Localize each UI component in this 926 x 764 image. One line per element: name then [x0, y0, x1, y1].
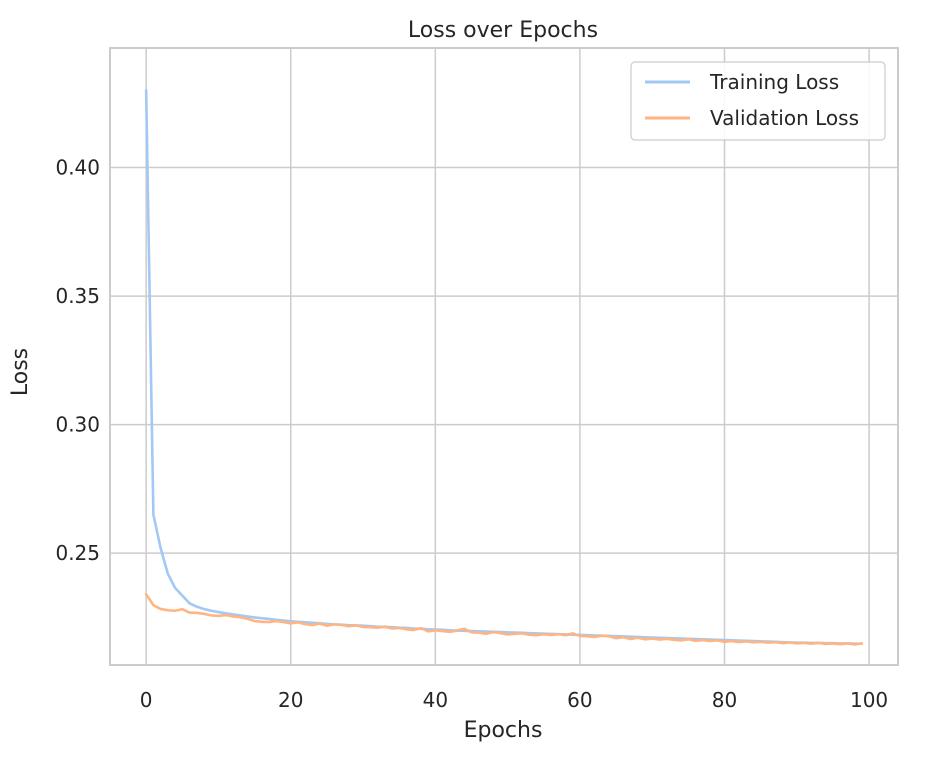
tick-labels: 0 20 40 60 80 100 0.25 0.30 0.35 0.40	[55, 156, 888, 712]
y-tick-label: 0.25	[55, 541, 100, 565]
legend-label-training: Training Loss	[709, 70, 839, 94]
chart-title: Loss over Epochs	[408, 18, 598, 43]
x-tick-label: 0	[140, 688, 153, 712]
y-tick-label: 0.40	[55, 156, 100, 180]
plot-area	[110, 48, 898, 665]
legend-box	[630, 61, 886, 141]
legend: Training Loss Validation Loss	[630, 61, 886, 141]
series-lines	[144, 89, 864, 646]
x-tick-label: 100	[850, 688, 888, 712]
x-axis-label: Epochs	[464, 718, 543, 743]
y-tick-label: 0.30	[55, 413, 100, 437]
x-tick-label: 20	[278, 688, 303, 712]
x-tick-label: 40	[423, 688, 448, 712]
x-tick-label: 80	[712, 688, 737, 712]
grid	[110, 48, 898, 665]
x-tick-label: 60	[567, 688, 592, 712]
y-tick-label: 0.35	[55, 284, 100, 308]
legend-label-validation: Validation Loss	[710, 106, 859, 130]
validation-loss-line	[144, 592, 864, 646]
plot-frame	[109, 47, 899, 666]
y-axis-label: Loss	[8, 348, 33, 396]
